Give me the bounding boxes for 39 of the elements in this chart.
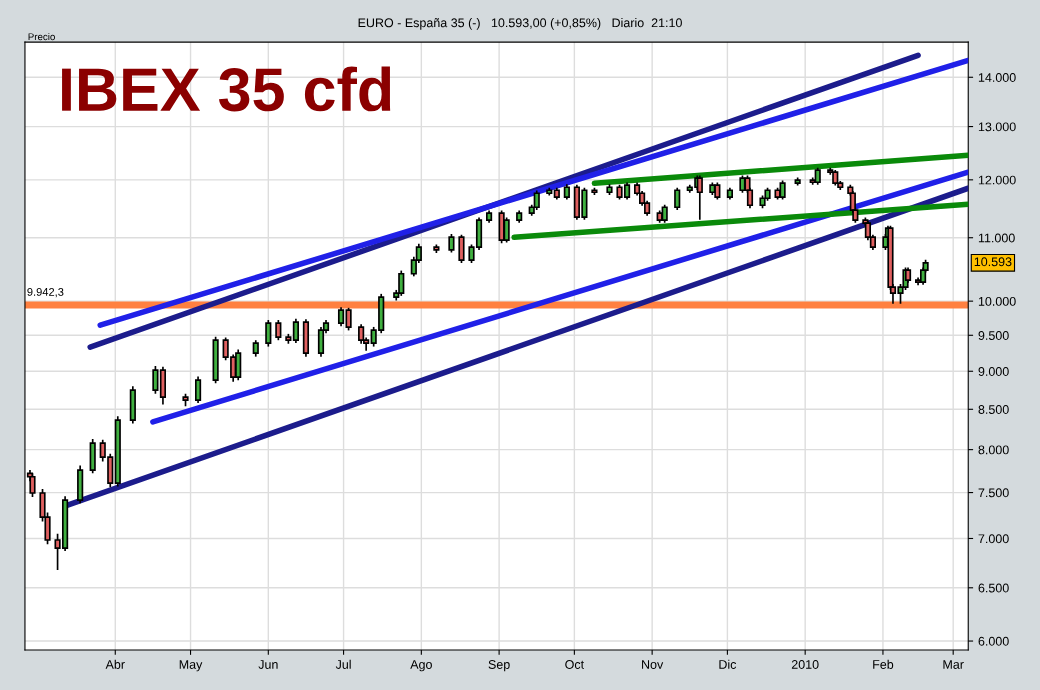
x-tick-label: Ago	[410, 660, 432, 672]
candlestick	[661, 203, 668, 224]
y-tick-label: 6.500	[978, 583, 1009, 593]
x-tick-label: Mar	[943, 660, 964, 669]
y-tick-label: 7.000	[978, 534, 1009, 544]
x-tick-label: Feb	[873, 659, 894, 669]
y-tick-label: 9.000	[978, 367, 1009, 376]
x-tick-label: Jul	[335, 659, 351, 669]
candlestick	[448, 233, 455, 254]
candlestick	[275, 319, 282, 342]
candlestick	[265, 319, 272, 348]
y-tick-label: 8.500	[978, 405, 1009, 414]
chart-subtitle: EURO - España 35 (-) 10.593,00 (+0,85%) Diario 21:10	[358, 18, 682, 30]
x-tick-label: Abr	[105, 659, 125, 669]
x-tick-label: Sep	[488, 660, 510, 672]
x-tick-label: Jun	[258, 660, 278, 669]
y-tick-label: 12.000	[978, 175, 1016, 185]
x-tick-label: May	[179, 660, 203, 672]
y-tick-label: 9.500	[978, 331, 1009, 340]
y-axis-title: Precio	[28, 33, 55, 41]
candlestick	[503, 216, 510, 244]
y-tick-label: 10.000	[978, 296, 1016, 306]
y-tick-label: 6.000	[978, 636, 1009, 646]
text: 10.593	[974, 257, 1012, 267]
candlestick	[194, 375, 202, 404]
x-tick-label: Nov	[642, 660, 664, 669]
candlestick	[674, 186, 681, 211]
ref-line-label: 9.942,3	[27, 287, 64, 298]
candlestick	[458, 233, 465, 264]
x-tick-label: 2010	[791, 660, 819, 669]
candlestick	[292, 317, 299, 344]
y-tick-label: 14.000	[978, 73, 1016, 82]
chart-title: IBEX 35 cfd	[62, 66, 391, 112]
y-tick-label: 7.500	[978, 488, 1009, 498]
x-tick-label: Oct	[565, 660, 584, 669]
y-tick-label: 13.000	[978, 122, 1016, 132]
y-tick-label: 8.000	[978, 445, 1009, 455]
y-tick-label: 11.000	[978, 233, 1015, 243]
x-tick-label: Dic	[719, 659, 737, 669]
